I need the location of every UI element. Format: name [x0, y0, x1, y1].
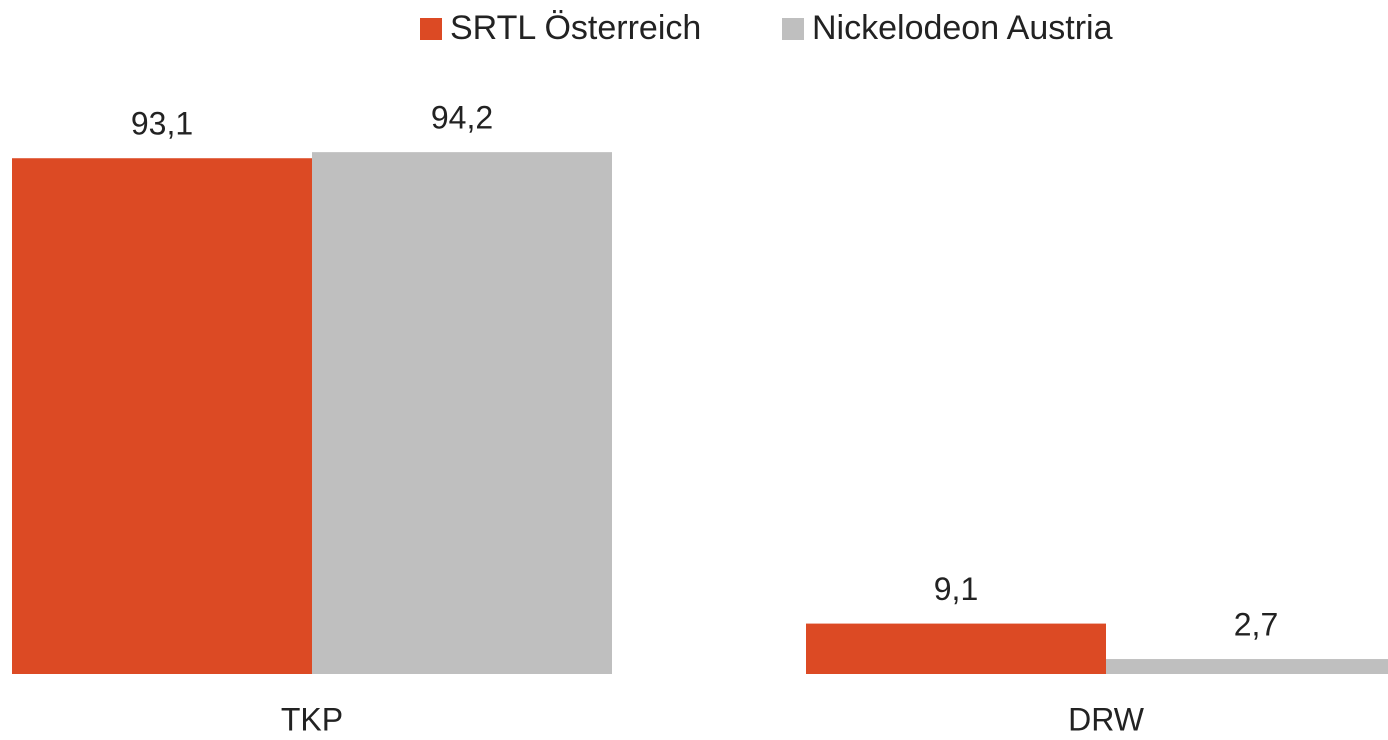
bar: [312, 152, 612, 674]
legend-label: SRTL Österreich: [450, 9, 701, 47]
legend-swatch: [782, 18, 804, 40]
data-label: 2,7: [1234, 606, 1278, 642]
bar: [806, 623, 1106, 674]
x-tick-label: TKP: [281, 701, 343, 737]
data-label: 94,2: [431, 100, 493, 136]
legend-swatch: [420, 18, 442, 40]
legend-label: Nickelodeon Austria: [812, 9, 1113, 47]
data-label: 93,1: [131, 106, 193, 142]
data-label: 9,1: [934, 571, 978, 607]
bar: [1106, 659, 1388, 674]
bar: [12, 158, 312, 674]
x-tick-label: DRW: [1068, 701, 1145, 737]
